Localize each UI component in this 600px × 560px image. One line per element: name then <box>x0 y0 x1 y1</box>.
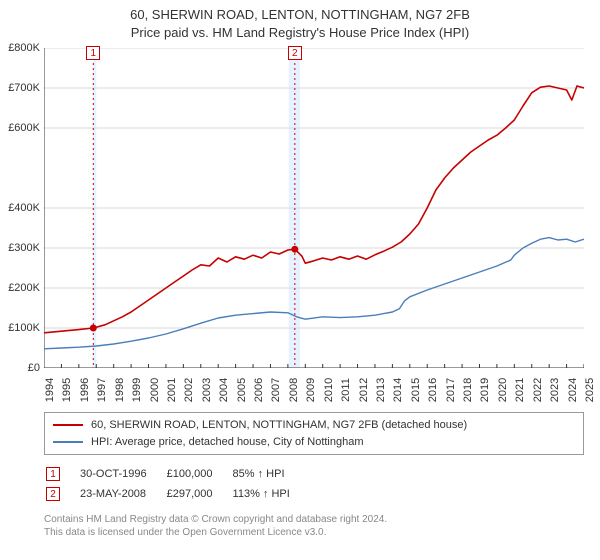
x-tick-label: 2017 <box>445 378 457 402</box>
y-tick-label: £100K <box>8 322 40 334</box>
events-table: 1 30-OCT-1996 £100,000 85% ↑ HPI 2 23-MA… <box>44 463 310 505</box>
x-tick-label: 2005 <box>236 378 248 402</box>
x-tick-label: 2002 <box>183 378 195 402</box>
y-tick-label: £700K <box>8 82 40 94</box>
x-tick-label: 2019 <box>479 378 491 402</box>
x-tick-label: 2015 <box>410 378 422 402</box>
legend-row-series-1: 60, SHERWIN ROAD, LENTON, NOTTINGHAM, NG… <box>53 417 575 434</box>
x-tick-label: 1994 <box>44 378 56 402</box>
footnote: Contains HM Land Registry data © Crown c… <box>44 513 584 539</box>
x-tick-label: 2011 <box>340 378 352 402</box>
x-tick-label: 1997 <box>96 378 108 402</box>
x-tick-label: 1995 <box>61 378 73 402</box>
x-tick-label: 2012 <box>358 378 370 402</box>
x-tick-label: 1998 <box>114 378 126 402</box>
x-tick-label: 2000 <box>149 378 161 402</box>
footnote-line-1: Contains HM Land Registry data © Crown c… <box>44 513 584 526</box>
event-marker-box: 1 <box>86 46 100 60</box>
y-tick-label: £200K <box>8 282 40 294</box>
x-tick-label: 2022 <box>532 378 544 402</box>
y-tick-label: £400K <box>8 202 40 214</box>
x-tick-label: 2010 <box>323 378 335 402</box>
event-price: £100,000 <box>167 465 231 483</box>
event-date: 23-MAY-2008 <box>80 485 165 503</box>
event-price: £297,000 <box>167 485 231 503</box>
event-pct: 113% ↑ HPI <box>233 485 308 503</box>
x-tick-label: 2013 <box>375 378 387 402</box>
legend-and-notes: 60, SHERWIN ROAD, LENTON, NOTTINGHAM, NG… <box>44 412 584 539</box>
event-badge: 2 <box>46 487 60 501</box>
chart-plot-area: £0£100K£200K£300K£400K£600K£700K£800K199… <box>44 48 584 368</box>
title-line-2: Price paid vs. HM Land Registry's House … <box>0 24 600 42</box>
x-tick-label: 2024 <box>567 378 579 402</box>
x-tick-label: 2008 <box>288 378 300 402</box>
y-tick-label: £0 <box>28 362 40 374</box>
x-tick-label: 2025 <box>584 378 596 402</box>
events-table-row: 2 23-MAY-2008 £297,000 113% ↑ HPI <box>46 485 308 503</box>
legend-label-2: HPI: Average price, detached house, City… <box>91 434 364 451</box>
x-tick-label: 2014 <box>392 378 404 402</box>
x-tick-label: 1996 <box>79 378 91 402</box>
event-badge: 1 <box>46 467 60 481</box>
x-tick-label: 2004 <box>218 378 230 402</box>
event-marker-box: 2 <box>288 46 302 60</box>
footnote-line-2: This data is licensed under the Open Gov… <box>44 526 584 539</box>
x-tick-label: 2006 <box>253 378 265 402</box>
title-line-1: 60, SHERWIN ROAD, LENTON, NOTTINGHAM, NG… <box>0 6 600 24</box>
x-tick-label: 2007 <box>270 378 282 402</box>
x-tick-label: 2016 <box>427 378 439 402</box>
legend-row-series-2: HPI: Average price, detached house, City… <box>53 434 575 451</box>
y-tick-label: £300K <box>8 242 40 254</box>
x-tick-label: 2020 <box>497 378 509 402</box>
y-tick-label: £800K <box>8 42 40 54</box>
x-tick-label: 2023 <box>549 378 561 402</box>
x-tick-label: 2009 <box>305 378 317 402</box>
legend-swatch-2 <box>53 441 83 443</box>
legend-label-1: 60, SHERWIN ROAD, LENTON, NOTTINGHAM, NG… <box>91 417 467 434</box>
legend-swatch-1 <box>53 424 83 426</box>
x-tick-label: 2018 <box>462 378 474 402</box>
event-pct: 85% ↑ HPI <box>233 465 308 483</box>
event-date: 30-OCT-1996 <box>80 465 165 483</box>
y-tick-label: £600K <box>8 122 40 134</box>
x-tick-label: 2001 <box>166 378 178 402</box>
chart-svg <box>44 48 584 368</box>
figure: 60, SHERWIN ROAD, LENTON, NOTTINGHAM, NG… <box>0 0 600 560</box>
x-tick-label: 2021 <box>514 378 526 402</box>
x-tick-label: 2003 <box>201 378 213 402</box>
legend-box: 60, SHERWIN ROAD, LENTON, NOTTINGHAM, NG… <box>44 412 584 455</box>
x-tick-label: 1999 <box>131 378 143 402</box>
title-block: 60, SHERWIN ROAD, LENTON, NOTTINGHAM, NG… <box>0 0 600 41</box>
events-table-row: 1 30-OCT-1996 £100,000 85% ↑ HPI <box>46 465 308 483</box>
